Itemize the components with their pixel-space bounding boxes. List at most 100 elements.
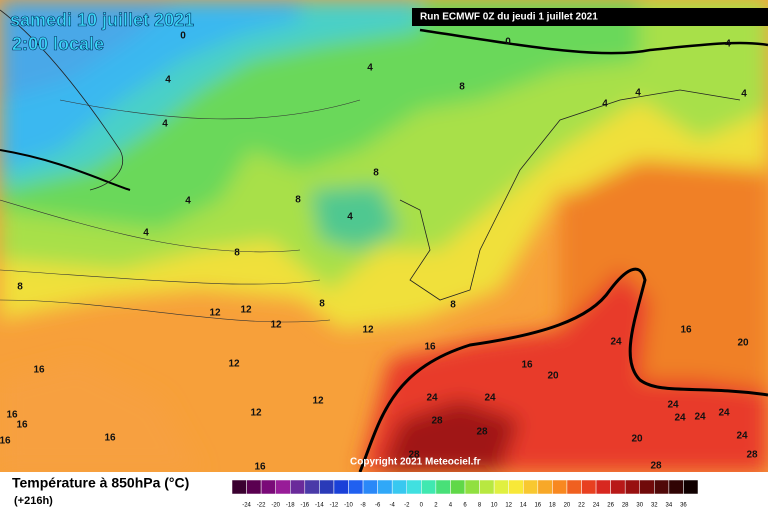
scale-label: 30 xyxy=(636,503,643,509)
contour-label: 20 xyxy=(547,371,559,382)
contour-label: 28 xyxy=(408,450,420,461)
scale-swatch xyxy=(290,479,306,495)
scale-label: 34 xyxy=(666,503,673,509)
scale-label: -14 xyxy=(315,503,324,509)
contour-label: 8 xyxy=(459,82,465,93)
date: samedi 10 juillet 2021 xyxy=(10,10,194,30)
contour-label: 16 xyxy=(33,365,45,376)
copyright: Copyright 2021 Meteociel.fr xyxy=(350,457,481,468)
scale-swatch xyxy=(377,479,393,495)
contour-label: 8 xyxy=(234,248,240,259)
scale-label: 26 xyxy=(607,503,614,509)
scale-swatch xyxy=(552,479,568,495)
contour-label: 8 xyxy=(295,195,301,206)
legend-title: Température à 850hPa (°C) xyxy=(12,475,189,491)
contour-label: 4 xyxy=(165,75,171,86)
contour-label: 12 xyxy=(270,320,282,331)
scale-label: 4 xyxy=(449,503,453,509)
scale-label: 6 xyxy=(463,503,467,509)
scale-swatch xyxy=(304,479,320,495)
run-box xyxy=(412,8,768,26)
contour-label: 16 xyxy=(16,420,28,431)
scale-swatch xyxy=(610,479,626,495)
contour-label: 12 xyxy=(228,359,240,370)
contour-label: 24 xyxy=(736,431,748,442)
scale-label: -6 xyxy=(375,503,381,509)
contour-label: 16 xyxy=(6,410,18,421)
scale-swatch xyxy=(654,479,670,495)
scale-label: -16 xyxy=(300,503,309,509)
contour-label: 8 xyxy=(373,168,379,179)
contour-label: 4 xyxy=(143,228,149,239)
scale-swatch xyxy=(391,479,407,495)
contour-labels: 0 0 4 4 4 8 4 4 4 4 8 8 4 4 4 8 8 12 12 12 8 12 8 16 24 16 20 16 12 1… xyxy=(0,31,758,473)
contour-label: 24 xyxy=(484,393,496,404)
contour-label: 24 xyxy=(667,400,679,411)
contour-label: 28 xyxy=(431,416,443,427)
scale-swatch xyxy=(464,479,480,495)
scale-swatch xyxy=(581,479,597,495)
contour-label: 28 xyxy=(476,427,488,438)
scale-swatch xyxy=(362,479,378,495)
temperature-field xyxy=(0,0,768,472)
scale-swatch xyxy=(333,479,349,495)
scale-swatch xyxy=(537,479,553,495)
contour-label: 16 xyxy=(254,462,266,473)
scale-swatch xyxy=(450,479,466,495)
contour-label: 12 xyxy=(250,408,262,419)
scale-label: 24 xyxy=(593,503,600,509)
scale-label: -24 xyxy=(242,503,251,509)
scale-swatch xyxy=(668,479,684,495)
contour-label: 12 xyxy=(362,325,374,336)
contour-label: 8 xyxy=(319,299,325,310)
scale-label: 32 xyxy=(651,503,658,509)
contour-label: 24 xyxy=(694,412,706,423)
contour-label: 0 xyxy=(180,31,186,42)
scale-label: 28 xyxy=(622,503,629,509)
scale-swatch xyxy=(231,479,247,495)
contour-label: 28 xyxy=(650,461,662,472)
scale-swatch xyxy=(319,479,335,495)
scale-swatch xyxy=(479,479,495,495)
scale-label: -12 xyxy=(330,503,339,509)
scale-label: -2 xyxy=(404,503,410,509)
contour-label: 28 xyxy=(746,450,758,461)
contour-label: 12 xyxy=(312,396,324,407)
contour-label: 20 xyxy=(631,434,643,445)
scale-swatch xyxy=(683,479,699,495)
scale-label: -20 xyxy=(271,503,280,509)
scale-label: 10 xyxy=(491,503,498,509)
scale-swatch xyxy=(406,479,422,495)
lead-time: (+216h) xyxy=(14,495,53,507)
scale-swatch xyxy=(493,479,509,495)
time: 2:00 locale xyxy=(12,34,104,54)
contour-label: 24 xyxy=(718,408,730,419)
contour-label: 8 xyxy=(450,300,456,311)
scale-swatch xyxy=(566,479,582,495)
contour-label: 4 xyxy=(347,212,353,223)
scale-label: 36 xyxy=(680,503,687,509)
scale-label: -22 xyxy=(257,503,266,509)
contour-label: 16 xyxy=(424,342,436,353)
scale-swatch xyxy=(523,479,539,495)
scale-label: 12 xyxy=(505,503,512,509)
color-scale: -24 -22 -20 -18 -16 -14 -12 -10 -8 -6 -4 -2 0 2 4 6 8 10 1… xyxy=(231,479,699,509)
scale-label: -4 xyxy=(390,503,396,509)
scale-swatch xyxy=(595,479,611,495)
scale-label: -18 xyxy=(286,503,295,509)
contour-label: 4 xyxy=(602,99,608,110)
scale-label: 0 xyxy=(420,503,424,509)
contour-label: 4 xyxy=(635,88,641,99)
scale-label: 20 xyxy=(564,503,571,509)
contour-label: 16 xyxy=(680,325,692,336)
contour-label: 4 xyxy=(741,89,747,100)
scale-swatch xyxy=(421,479,437,495)
scale-swatch xyxy=(508,479,524,495)
contour-label: 20 xyxy=(737,338,749,349)
scale-label: 14 xyxy=(520,503,527,509)
scale-label: -8 xyxy=(360,503,366,509)
scale-label: 2 xyxy=(434,503,438,509)
scale-swatch xyxy=(624,479,640,495)
